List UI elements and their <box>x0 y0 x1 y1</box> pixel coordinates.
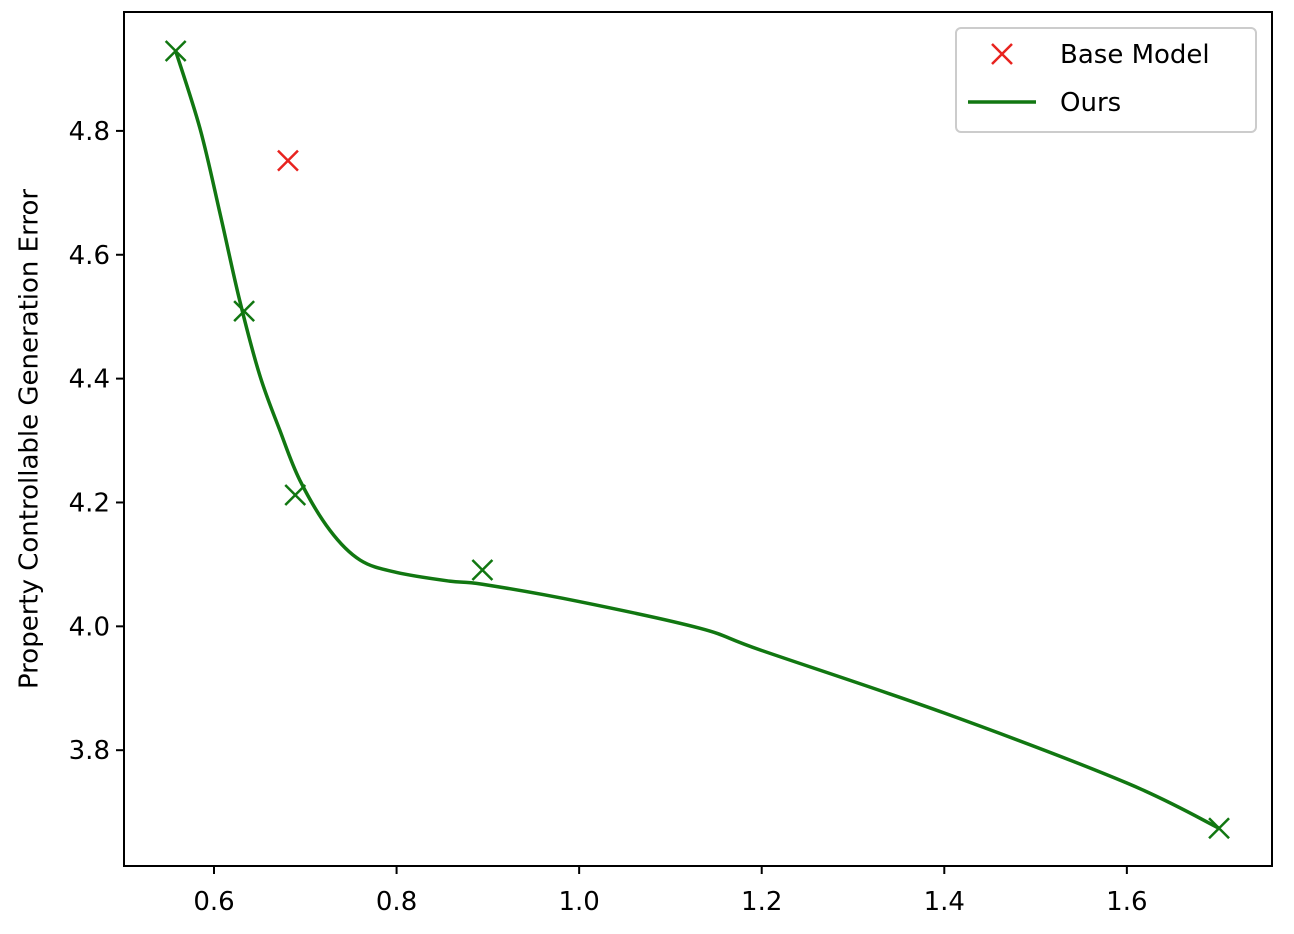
y-tick-label: 4.8 <box>69 117 110 147</box>
data-point <box>471 559 494 581</box>
x-tick-label: 1.4 <box>924 887 965 917</box>
legend-label: Base Model <box>1060 40 1210 70</box>
y-tick-label: 4.2 <box>69 488 110 518</box>
y-tick-label: 4.0 <box>69 612 110 642</box>
y-tick-label: 4.6 <box>69 241 110 271</box>
legend-box <box>955 27 1257 133</box>
data-point <box>1208 817 1230 840</box>
curve <box>173 50 1220 830</box>
data-point <box>284 484 307 506</box>
data-point <box>233 300 256 323</box>
legend-marker <box>991 43 1013 65</box>
base-point <box>277 149 299 172</box>
y-tick-label: 4.4 <box>69 365 110 395</box>
plot-frame <box>123 11 1273 867</box>
x-tick-label: 1.6 <box>1106 887 1147 917</box>
x-tick-label: 1.0 <box>558 887 599 917</box>
legend-label: Ours <box>1060 88 1121 118</box>
x-tick-label: 0.6 <box>193 887 234 917</box>
x-tick-label: 1.2 <box>741 887 782 917</box>
x-tick-label: 0.8 <box>376 887 417 917</box>
y-axis-label: Property Controllable Generation Error <box>15 189 45 689</box>
y-tick-label: 3.8 <box>69 736 110 766</box>
data-point <box>164 40 187 62</box>
